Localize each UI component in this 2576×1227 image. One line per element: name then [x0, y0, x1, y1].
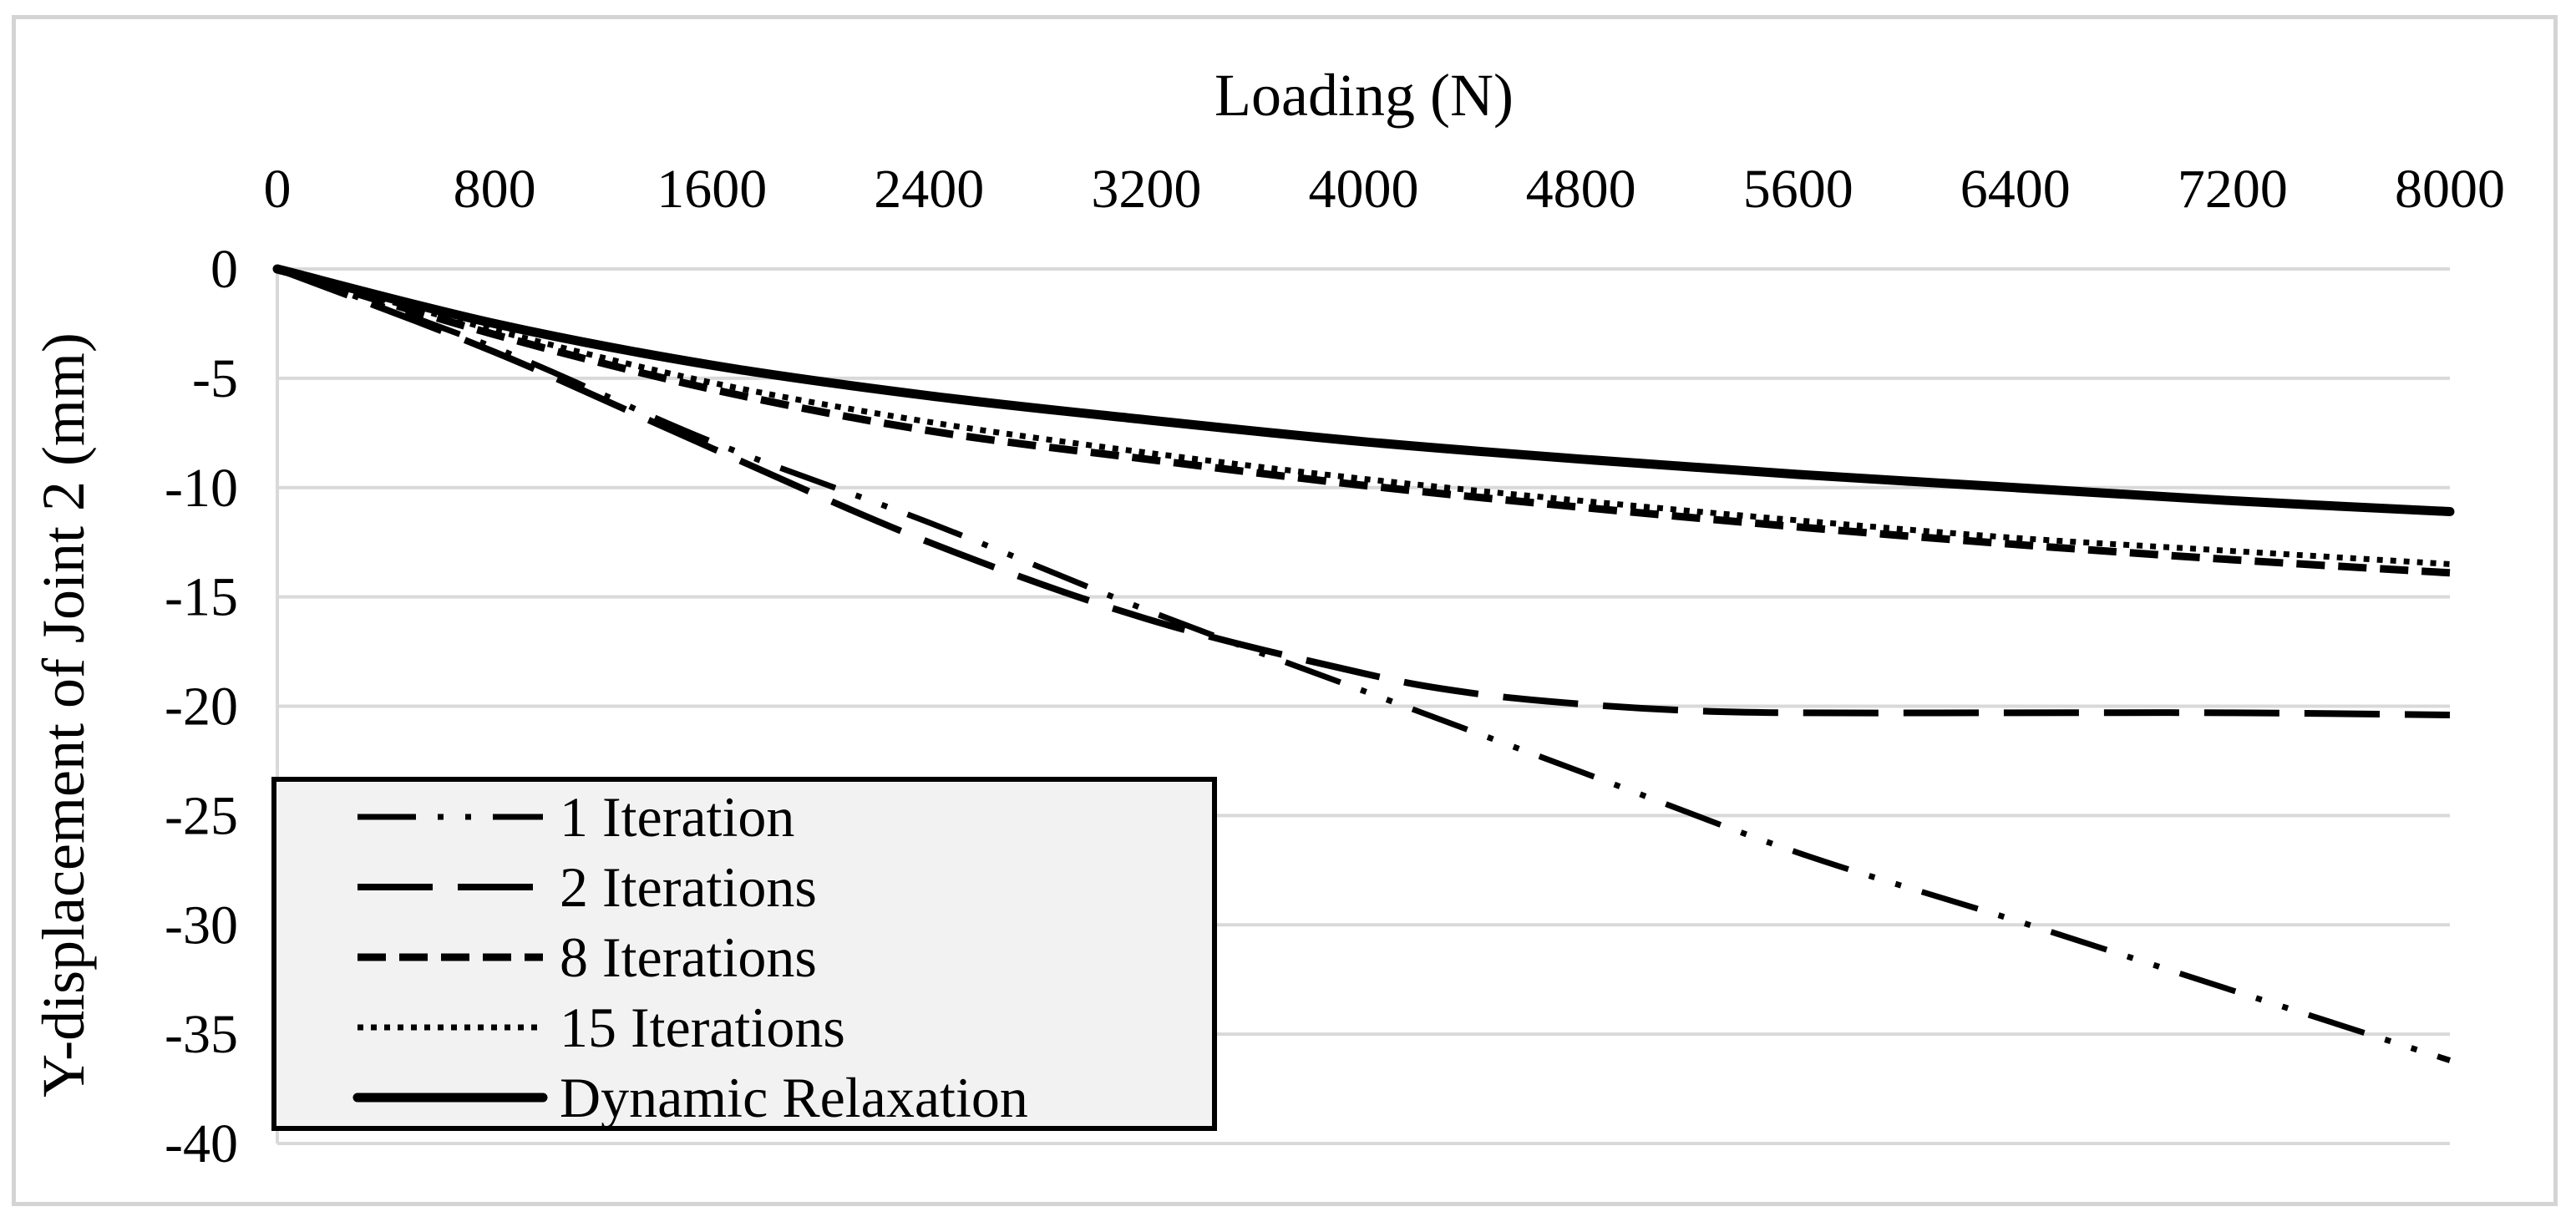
x-tick-label: 1600	[657, 159, 767, 220]
x-tick-label: 4800	[1526, 159, 1636, 220]
x-tick-label: 8000	[2395, 159, 2505, 220]
tick-labels: 0 -5 -10 -15 -20 -25 -30 -35 -40 0 800 1600 2400 3200…	[165, 159, 2505, 1174]
series-line-1	[276, 266, 2452, 1063]
y-tick-label: -5	[192, 348, 238, 409]
x-tick-label: 7200	[2178, 159, 2288, 220]
legend-label-5: Dynamic Relaxation	[560, 1066, 1028, 1129]
y-tick-label: -35	[165, 1004, 238, 1065]
y-axis-title: Y-displacement of Joint 2 (mm)	[30, 332, 97, 1098]
series-line-5	[272, 264, 2455, 516]
x-axis-title: Loading (N)	[1214, 62, 1514, 129]
y-tick-label: 0	[210, 239, 238, 300]
x-tick-label: 4000	[1309, 159, 1419, 220]
legend-label-2: 2 Iterations	[560, 855, 817, 919]
x-tick-label: 800	[454, 159, 536, 220]
y-tick-label: -40	[165, 1113, 238, 1174]
series-line-2	[276, 266, 2451, 718]
y-tick-label: -25	[165, 785, 238, 846]
legend-label-1: 1 Iteration	[560, 785, 794, 849]
y-tick-label: -10	[165, 458, 238, 519]
series-line-4	[276, 266, 2451, 567]
series-lines	[272, 264, 2455, 1063]
x-tick-label: 0	[264, 159, 292, 220]
y-tick-label: -30	[165, 895, 238, 956]
legend-box	[271, 777, 1217, 1131]
x-tick-label: 3200	[1091, 159, 1201, 220]
x-tick-label: 6400	[1960, 159, 2071, 220]
x-tick-label: 5600	[1743, 159, 1853, 220]
y-tick-label: -15	[165, 567, 238, 628]
y-tick-label: -20	[165, 677, 238, 738]
legend-label-4: 15 Iterations	[560, 996, 845, 1059]
series-line-3	[276, 265, 2451, 577]
gridlines	[276, 267, 2450, 1145]
legend-label-3: 8 Iterations	[560, 925, 817, 989]
x-tick-label: 2400	[874, 159, 984, 220]
